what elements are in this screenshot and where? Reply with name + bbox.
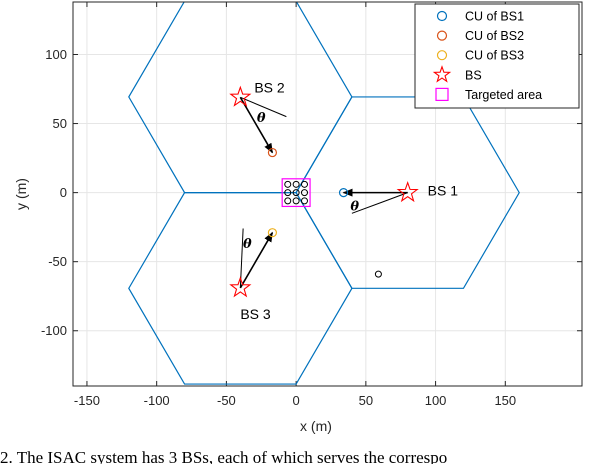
base-station-label: BS 3 xyxy=(240,306,271,322)
target-point xyxy=(374,270,382,278)
theta-label: θ xyxy=(350,200,359,215)
legend-entry: CU of BS2 xyxy=(465,29,524,43)
x-tick-label: 0 xyxy=(293,393,300,408)
y-tick-label: 100 xyxy=(45,47,67,62)
figure: -150 -100 -50 0 50 100 150 -100 -50 0 50 100 x (m)… xyxy=(13,1,583,434)
base-station-star xyxy=(229,85,252,107)
cu-point xyxy=(267,228,278,238)
theta-label: θ xyxy=(257,111,266,126)
figure-caption: 2. The ISAC system has 3 BSs, each of wh… xyxy=(0,448,448,464)
x-tick-label: 150 xyxy=(494,393,516,408)
y-tick-label: 50 xyxy=(53,116,67,131)
legend-entry: BS xyxy=(465,68,482,82)
cu-point xyxy=(267,147,278,158)
targeted-area xyxy=(281,178,311,208)
target-point xyxy=(292,189,300,197)
hexagon-cell xyxy=(128,192,353,385)
legend-entry: Targeted area xyxy=(465,88,542,102)
target-point xyxy=(284,189,292,197)
legend-marker xyxy=(432,65,452,83)
target-point xyxy=(284,197,292,205)
y-axis-label: y (m) xyxy=(13,178,29,210)
cu-point xyxy=(338,188,349,198)
target-point xyxy=(292,180,300,188)
target-point xyxy=(300,197,308,205)
legend-marker xyxy=(436,10,448,22)
y-ticks: -100 -50 0 50 100 xyxy=(41,47,582,338)
y-tick-label: -50 xyxy=(48,254,67,269)
beam-arrow xyxy=(239,231,274,289)
reference-line xyxy=(351,192,408,214)
x-tick-label: -100 xyxy=(144,393,170,408)
legend-entry: CU of BS3 xyxy=(465,49,524,63)
base-station-star xyxy=(396,180,419,203)
target-point xyxy=(284,180,292,188)
y-tick-label: -100 xyxy=(41,323,67,338)
x-tick-label: 100 xyxy=(425,393,447,408)
legend-entry: CU of BS1 xyxy=(465,10,524,24)
x-tick-label: 50 xyxy=(359,393,373,408)
legend-marker xyxy=(435,87,449,102)
beam-arrow xyxy=(239,96,274,154)
x-tick-label: -50 xyxy=(217,393,236,408)
base-station-label: BS 1 xyxy=(428,183,459,199)
legend-box xyxy=(414,3,580,109)
legend-marker xyxy=(436,30,448,41)
grid xyxy=(73,2,582,386)
target-point xyxy=(300,180,308,188)
target-point xyxy=(292,197,300,205)
axes-box xyxy=(72,1,583,387)
theta-label: θ xyxy=(243,237,252,252)
legend: CU of BS1 CU of BS2 CU of BS3 BS Targeted ar… xyxy=(414,3,580,109)
x-tick-label: -150 xyxy=(74,393,100,408)
x-axis-label: x (m) xyxy=(300,418,332,434)
base-station-star xyxy=(229,276,252,298)
legend-marker xyxy=(436,50,448,61)
y-tick-label: 0 xyxy=(60,185,67,200)
reference-line xyxy=(240,96,287,118)
target-point xyxy=(300,189,308,197)
base-station-label: BS 2 xyxy=(254,79,285,95)
